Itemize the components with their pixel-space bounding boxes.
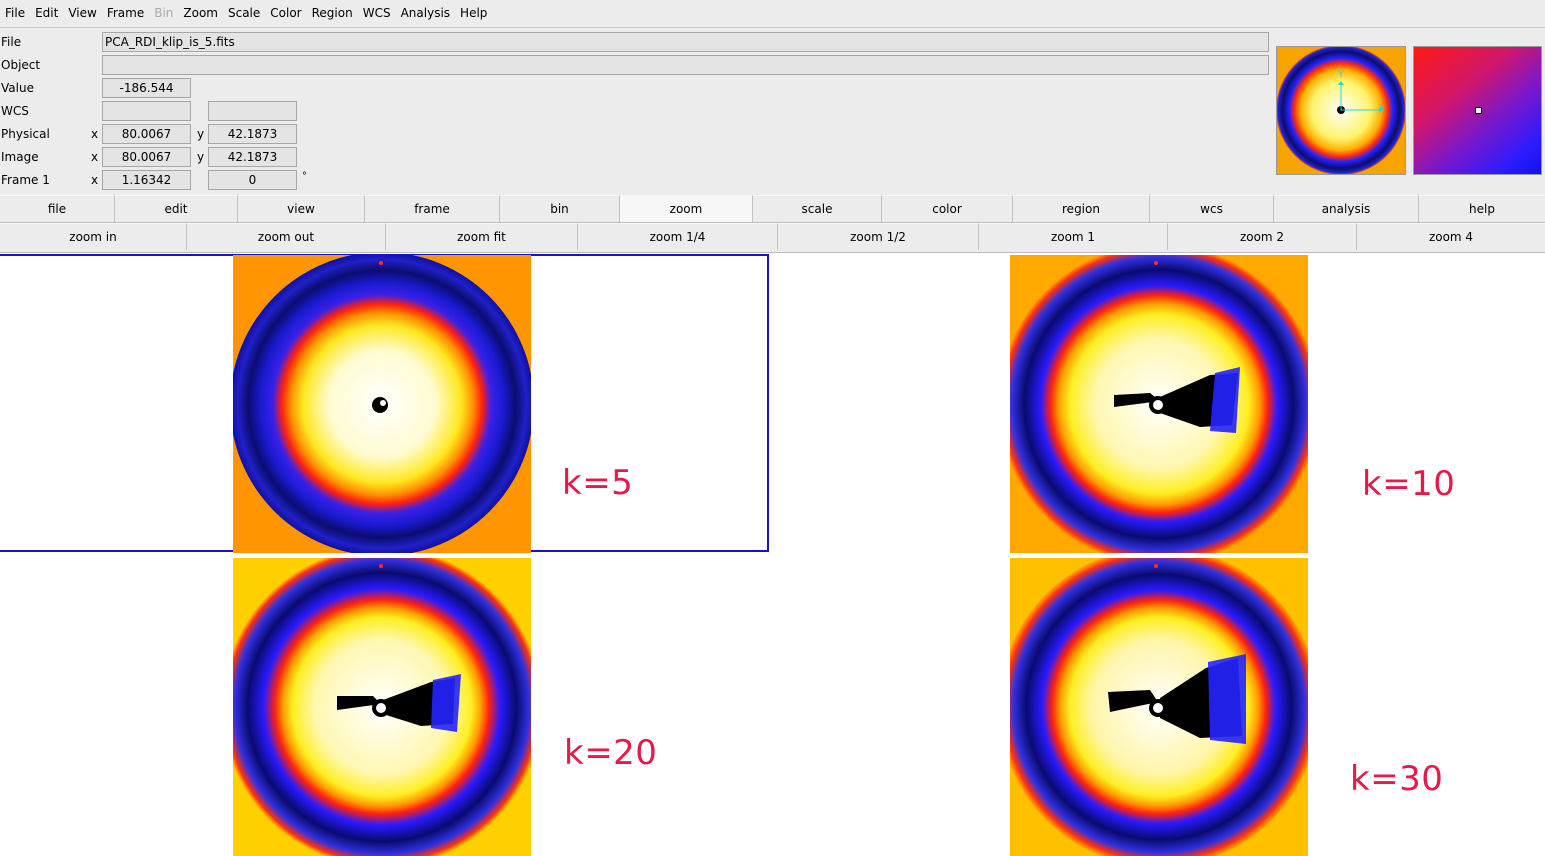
menu-wcs[interactable]: WCS (362, 6, 391, 20)
button-zoom-quarter[interactable]: zoom 1/4 (578, 223, 778, 250)
menu-file[interactable]: File (5, 6, 26, 20)
button-zoom-in[interactable]: zoom in (0, 223, 187, 250)
panner-compass-icon (1338, 81, 1383, 113)
physical-x-field: 80.0067 (102, 124, 191, 144)
button-zoom[interactable]: zoom (620, 195, 753, 222)
frame-1-raster (233, 255, 531, 553)
image-canvas[interactable]: k=5 (0, 253, 1545, 856)
button-zoom-out[interactable]: zoom out (187, 223, 386, 250)
button-help[interactable]: help (1419, 195, 1545, 222)
frame-3-raster (233, 558, 531, 856)
physical-y-field: 42.1873 (208, 124, 297, 144)
frame-3-label: k=20 (564, 733, 658, 773)
frame-4-label: k=30 (1350, 759, 1444, 799)
file-name-field[interactable]: PCA_RDI_klip_is_5.fits (102, 32, 1269, 52)
frame-2-label: k=10 (1362, 464, 1456, 504)
button-frame[interactable]: frame (365, 195, 500, 222)
pixel-value-field: -186.544 (102, 78, 191, 98)
button-zoom-1[interactable]: zoom 1 (979, 223, 1168, 250)
file-label: File (1, 35, 22, 49)
image-y-field: 42.1873 (208, 147, 297, 167)
magnifier-view (1413, 46, 1542, 175)
button-zoom-half[interactable]: zoom 1/2 (778, 223, 979, 250)
menu-bar: File Edit View Frame Bin Zoom Scale Colo… (0, 0, 1545, 28)
menu-bin: Bin (154, 6, 174, 20)
button-edit[interactable]: edit (115, 195, 238, 222)
wcs-x-field (102, 101, 191, 121)
panner-y-axis-label: Y (1338, 69, 1345, 80)
frame-4-image[interactable] (1010, 558, 1308, 856)
image-label: Image (1, 150, 39, 164)
frame-4-raster (1010, 558, 1308, 856)
image-y-axis-label: y (197, 150, 205, 164)
frame-1-image[interactable] (233, 255, 531, 553)
button-analysis[interactable]: analysis (1274, 195, 1419, 222)
physical-label: Physical (1, 127, 50, 141)
menu-color[interactable]: Color (270, 6, 302, 20)
frame-zoom-field: 1.16342 (102, 170, 191, 190)
button-color[interactable]: color (882, 195, 1013, 222)
button-zoom-4[interactable]: zoom 4 (1357, 223, 1545, 250)
panner-view[interactable]: X Y (1276, 46, 1406, 175)
frame-angle-field: 0 (208, 170, 297, 190)
button-file[interactable]: file (0, 195, 115, 222)
menu-zoom[interactable]: Zoom (183, 6, 218, 20)
magnifier-cursor-marker (1475, 107, 1482, 114)
menu-help[interactable]: Help (460, 6, 488, 20)
degree-unit-label: ° (302, 171, 307, 182)
frame-3-image[interactable] (233, 558, 531, 856)
menu-analysis[interactable]: Analysis (400, 6, 451, 20)
menu-scale[interactable]: Scale (227, 6, 261, 20)
physical-y-axis-label: y (197, 127, 205, 141)
button-zoom-fit[interactable]: zoom fit (386, 223, 578, 250)
menu-region[interactable]: Region (311, 6, 353, 20)
frame-2-image[interactable] (1010, 255, 1308, 553)
frame-2-raster (1010, 255, 1308, 553)
frame-1-label: k=5 (562, 463, 634, 503)
object-field[interactable] (102, 55, 1269, 75)
wcs-label: WCS (1, 104, 29, 118)
menu-view[interactable]: View (68, 6, 97, 20)
button-bin[interactable]: bin (500, 195, 620, 222)
main-button-bar: file edit view frame bin zoom scale colo… (0, 195, 1545, 223)
button-zoom-2[interactable]: zoom 2 (1168, 223, 1357, 250)
zoom-button-bar: zoom in zoom out zoom fit zoom 1/4 zoom … (0, 223, 1545, 253)
button-scale[interactable]: scale (753, 195, 882, 222)
value-label: Value (1, 81, 34, 95)
menu-frame[interactable]: Frame (106, 6, 145, 20)
button-view[interactable]: view (238, 195, 365, 222)
physical-x-axis-label: x (91, 127, 99, 141)
frame-label: Frame 1 (1, 173, 50, 187)
image-x-field: 80.0067 (102, 147, 191, 167)
button-region[interactable]: region (1013, 195, 1150, 222)
button-wcs[interactable]: wcs (1150, 195, 1274, 222)
image-x-axis-label: x (91, 150, 99, 164)
panner-x-axis-label: X (1378, 103, 1385, 114)
menu-edit[interactable]: Edit (35, 6, 59, 20)
wcs-y-field (208, 101, 297, 121)
frame-x-axis-label: x (91, 173, 99, 187)
object-label: Object (1, 58, 41, 72)
